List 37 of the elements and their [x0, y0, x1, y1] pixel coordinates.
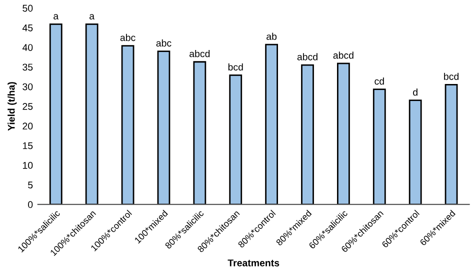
data-label: cd: [374, 78, 384, 85]
data-label: a: [54, 14, 59, 20]
bar: [157, 50, 170, 204]
bar: [444, 84, 458, 204]
y-tick-label: 5: [28, 182, 33, 188]
data-label: abcd: [297, 53, 318, 60]
y-tick-label: 0: [28, 201, 33, 208]
y-tick-label: 20: [22, 122, 33, 130]
data-label: bcd: [228, 63, 243, 71]
data-label: abc: [120, 34, 136, 42]
y-axis-title: Yield (t/ha): [8, 82, 17, 131]
bar: [265, 44, 278, 204]
bar: [229, 74, 242, 204]
y-tick-label: 35: [22, 64, 33, 71]
x-axis-title: Treatments: [228, 260, 280, 266]
data-label: abcd: [190, 50, 210, 58]
y-tick-label: 25: [22, 102, 33, 110]
data-label: a: [90, 14, 95, 20]
data-label: bcd: [444, 72, 458, 80]
y-tick-label: 50: [22, 4, 33, 12]
data-label: abcd: [333, 52, 354, 59]
bar: [85, 23, 98, 204]
bar: [372, 88, 386, 204]
bar: [408, 100, 422, 204]
y-tick-label: 15: [22, 142, 33, 150]
bar: [49, 23, 62, 204]
y-tick-label: 40: [22, 44, 33, 51]
bar: [301, 64, 314, 204]
bar: [337, 62, 350, 204]
y-tick-label: 30: [22, 83, 33, 90]
data-label: abc: [156, 39, 172, 47]
bar: [193, 61, 206, 204]
data-label: ab: [266, 32, 277, 40]
y-tick-label: 45: [22, 24, 33, 32]
bar: [121, 45, 134, 204]
data-label: d: [413, 88, 418, 96]
y-tick-label: 10: [22, 162, 33, 169]
